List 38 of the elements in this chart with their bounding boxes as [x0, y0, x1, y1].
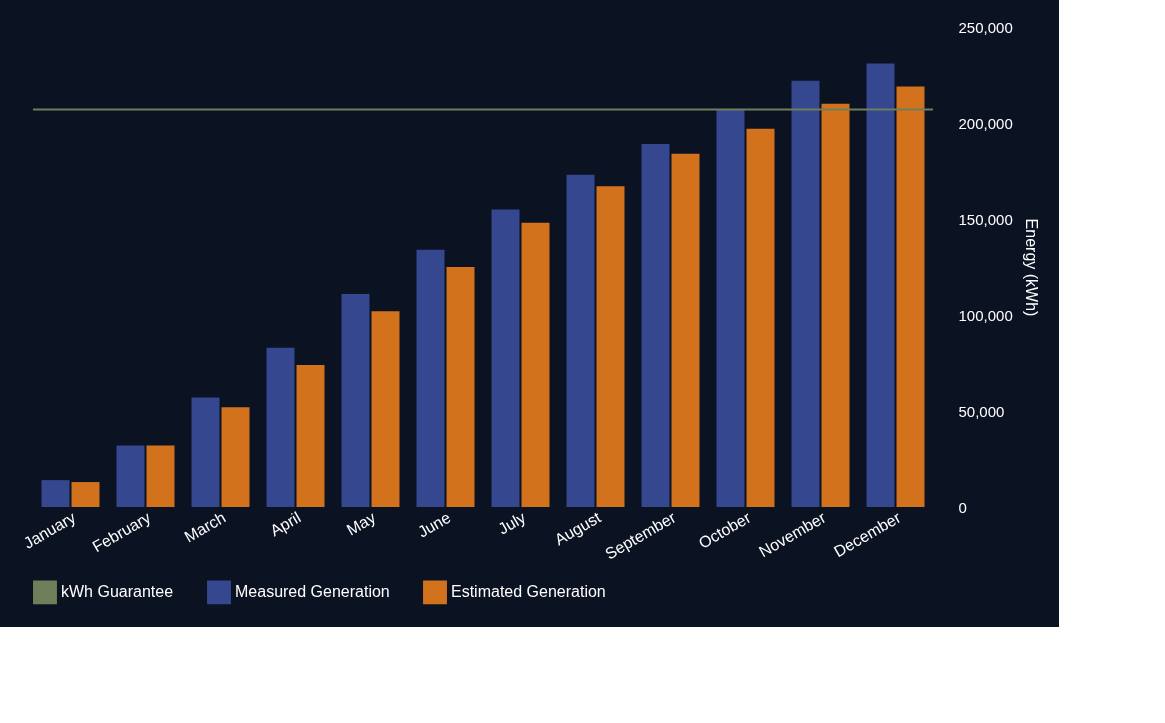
x-tick-label: June [414, 508, 454, 541]
bar [521, 222, 550, 507]
bar [296, 364, 325, 507]
x-tick-label: May [343, 508, 379, 539]
y-axis-title: Energy (kWh) [1022, 218, 1040, 317]
bar [191, 397, 220, 507]
bar [641, 144, 670, 507]
legend-label: kWh Guarantee [61, 583, 174, 601]
x-tick-label: July [495, 508, 529, 538]
bar [71, 482, 100, 507]
y-tick-label: 0 [958, 498, 967, 516]
bar [41, 480, 70, 507]
y-tick-label: 150,000 [958, 210, 1013, 228]
bar [446, 267, 475, 507]
bar [746, 128, 775, 507]
x-tick-label: April [267, 508, 304, 540]
bar [596, 186, 625, 507]
bar [791, 80, 820, 507]
bar [341, 293, 370, 507]
bar [146, 445, 175, 507]
bar [896, 86, 925, 507]
bar [821, 103, 850, 507]
bar [116, 445, 145, 507]
y-tick-label: 50,000 [958, 402, 1005, 420]
bar [671, 153, 700, 507]
legend-label: Measured Generation [235, 583, 390, 601]
bar [566, 174, 595, 507]
bar [221, 407, 250, 507]
y-tick-label: 250,000 [958, 18, 1013, 36]
y-tick-label: 200,000 [958, 114, 1013, 132]
bar [371, 311, 400, 507]
bar [416, 249, 445, 507]
legend-label: Estimated Generation [451, 583, 606, 601]
y-tick-label: 100,000 [958, 306, 1013, 324]
bar [491, 209, 520, 507]
bar [266, 347, 295, 507]
bar [716, 109, 745, 507]
bar [866, 63, 895, 507]
